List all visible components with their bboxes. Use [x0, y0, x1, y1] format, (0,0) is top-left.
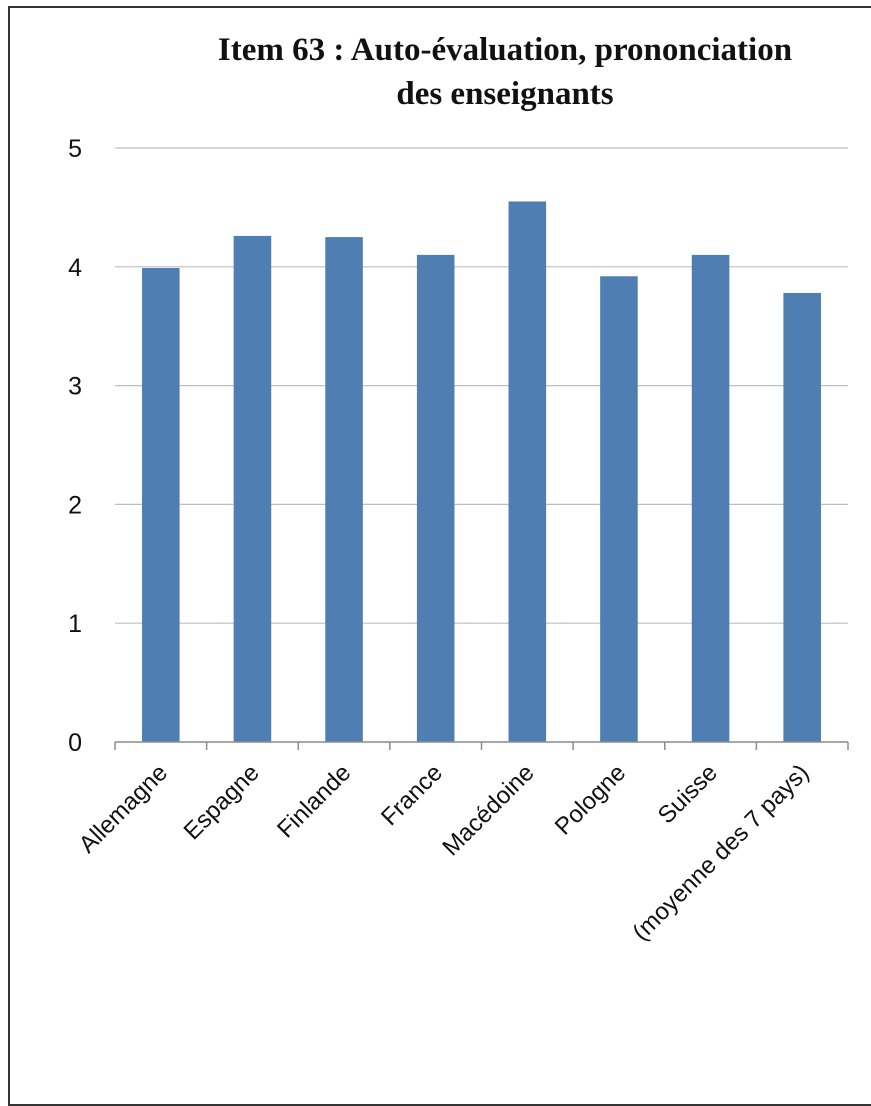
bar [508, 201, 547, 742]
gridlines [115, 147, 848, 624]
x-category-label: Macédoine [437, 759, 539, 861]
chart-title-line-1: Item 63 : Auto-évaluation, prononciation [218, 32, 792, 68]
y-tick-label: 1 [68, 610, 82, 638]
bar [233, 235, 272, 743]
y-tick-label: 5 [68, 135, 82, 163]
y-axis-tick-labels: 0 1 2 3 4 5 [68, 135, 82, 757]
chart-title: Item 63 : Auto-évaluation, prononciation… [218, 32, 792, 112]
y-tick-label: 0 [68, 729, 82, 757]
x-category-label: Finlande [272, 759, 356, 843]
x-category-label: France [376, 759, 448, 831]
bar [600, 276, 638, 742]
x-category-label: Espagne [179, 759, 265, 845]
x-category-label: (moyenne des 7 pays) [627, 759, 814, 946]
y-tick-label: 4 [68, 254, 82, 282]
bars [142, 201, 821, 743]
bar [142, 267, 180, 742]
chart-title-line-2: des enseignants [396, 76, 613, 112]
bar [416, 254, 455, 743]
bar [325, 237, 363, 742]
x-category-label: Suisse [653, 759, 723, 829]
y-tick-label: 3 [68, 373, 82, 401]
bar [691, 254, 730, 743]
x-axis [114, 741, 849, 750]
bar [783, 292, 821, 742]
x-category-label: Allemagne [74, 759, 173, 858]
bar-chart: Item 63 : Auto-évaluation, prononciation… [68, 32, 849, 946]
x-category-label: Pologne [550, 759, 631, 840]
y-tick-label: 2 [68, 491, 82, 519]
